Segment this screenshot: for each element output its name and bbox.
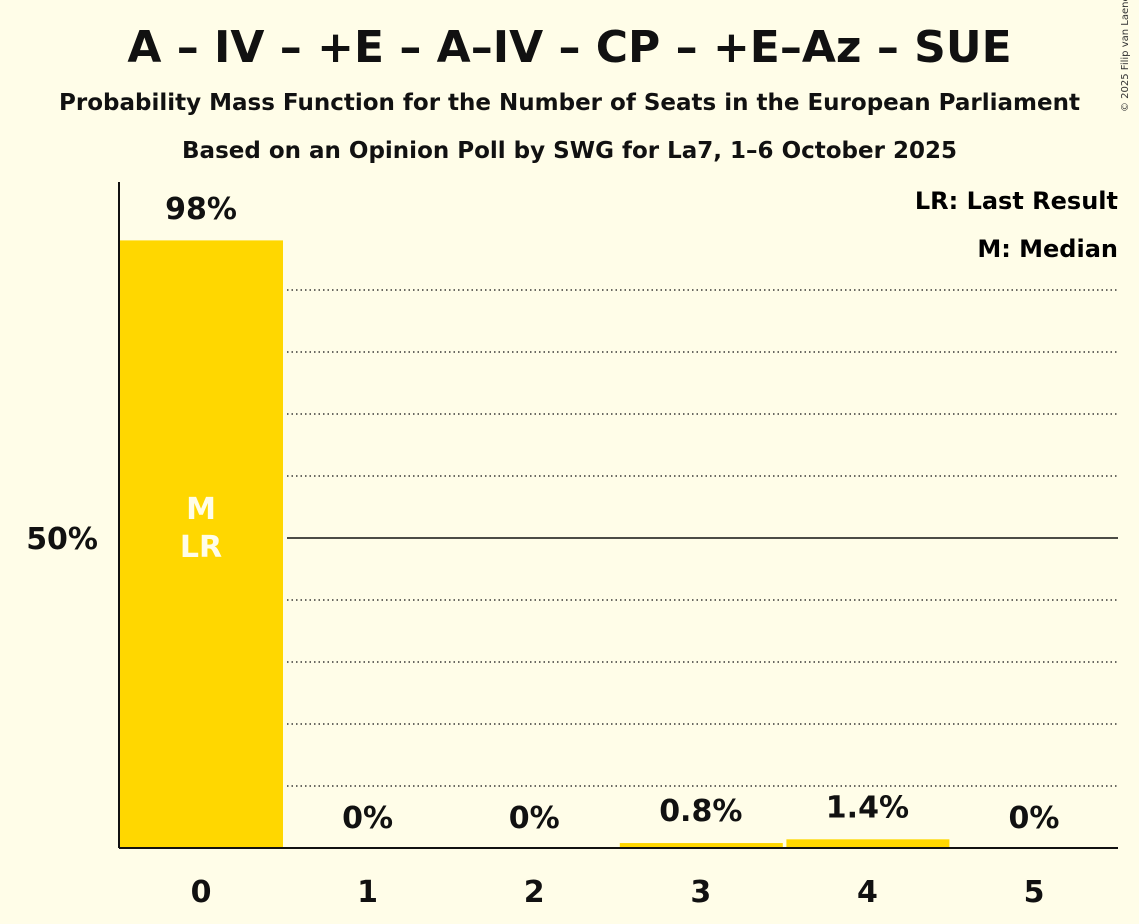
data-label: 0.8%: [659, 794, 742, 829]
bars: [120, 240, 950, 848]
x-tick-label: 3: [690, 875, 711, 910]
chart-title: A – IV – +E – A–IV – CP – +E–Az – SUE: [127, 22, 1012, 73]
bar: [120, 240, 283, 848]
data-labels: 98% MLR 0% 0% 0.8% 1.4% 0%: [165, 192, 1059, 836]
data-label: 1.4%: [826, 790, 909, 825]
data-label: 0%: [509, 801, 560, 836]
data-label: 98%: [165, 192, 237, 227]
legend-median: M: Median: [977, 235, 1118, 263]
bar: [786, 839, 950, 848]
x-tick-label: 2: [524, 875, 545, 910]
bar: [619, 843, 783, 848]
x-tick-label: 0: [191, 875, 212, 910]
gridlines: [287, 289, 1118, 787]
data-label: 0%: [342, 801, 393, 836]
chart-source-line: Based on an Opinion Poll by SWG for La7,…: [182, 138, 957, 164]
x-tick-label: 1: [357, 875, 378, 910]
x-tick-label: 5: [1024, 875, 1045, 910]
axes: 50% 0 1 2 3 4 5: [26, 182, 1118, 910]
y-tick-label: 50%: [26, 522, 98, 557]
last-result-marker: LR: [180, 530, 222, 565]
chart-subtitle: Probability Mass Function for the Number…: [59, 90, 1080, 116]
median-marker: M: [186, 492, 216, 527]
legend-last-result: LR: Last Result: [915, 187, 1118, 215]
data-label: 0%: [1009, 801, 1060, 836]
x-tick-label: 4: [857, 875, 878, 910]
